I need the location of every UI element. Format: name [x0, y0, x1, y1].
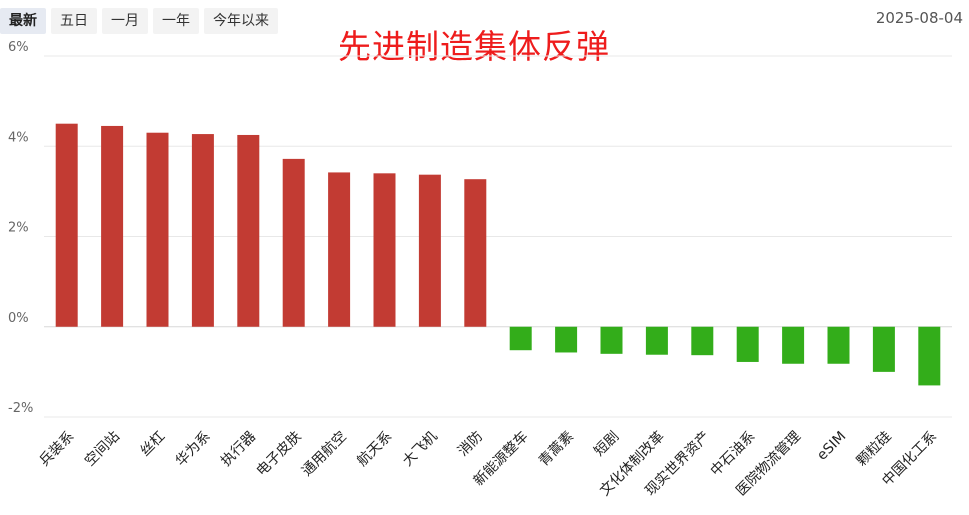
tab-one-year[interactable]: 一年 [153, 8, 199, 34]
category-label: 消防 [455, 429, 486, 460]
y-tick-label: 2% [8, 221, 29, 236]
y-tick-label: 0% [8, 311, 29, 326]
bar [282, 158, 305, 327]
headline: 先进制造集体反弹 [338, 27, 610, 66]
bar [645, 326, 668, 355]
bar-layer [55, 123, 941, 386]
bar [237, 134, 260, 327]
category-label: 执行器 [218, 429, 259, 470]
category-label: 青蒿素 [536, 429, 577, 470]
bar [691, 326, 714, 356]
bar [146, 132, 169, 327]
category-label: 大飞机 [400, 429, 441, 470]
bar [101, 125, 124, 327]
bar [373, 173, 396, 327]
bar [600, 326, 623, 354]
date-label: 2025-08-04 [875, 9, 963, 27]
category-label: 华为系 [173, 429, 214, 470]
period-tabs: 最新 五日 一月 一年 今年以来 [0, 8, 278, 34]
tab-latest[interactable]: 最新 [0, 8, 46, 34]
bar [736, 326, 759, 362]
bar [328, 172, 351, 327]
bar [918, 326, 941, 386]
tab-five-day[interactable]: 五日 [51, 8, 97, 34]
bar [55, 123, 78, 327]
category-label: 航天系 [354, 429, 395, 470]
bar [827, 326, 850, 364]
category-label: 颗粒硅 [854, 429, 895, 470]
category-label: 通用航空 [299, 429, 350, 480]
bar [191, 134, 214, 327]
bar [555, 326, 578, 353]
bar [464, 179, 487, 327]
bar [509, 326, 532, 351]
tab-year-to-date[interactable]: 今年以来 [204, 8, 278, 34]
bar [872, 326, 895, 372]
bar [418, 174, 441, 327]
y-tick-label: 6% [8, 40, 29, 55]
category-label: 电子皮肤 [254, 429, 305, 480]
category-label: 空间站 [82, 429, 123, 470]
category-label: eSIM [814, 429, 849, 464]
category-label: 短剧 [591, 429, 622, 460]
category-label: 丝杠 [137, 429, 168, 460]
y-tick-label: -2% [8, 401, 33, 416]
tab-one-month[interactable]: 一月 [102, 8, 148, 34]
bar [782, 326, 805, 364]
category-label: 兵装系 [37, 429, 78, 470]
y-tick-label: 4% [8, 130, 29, 145]
